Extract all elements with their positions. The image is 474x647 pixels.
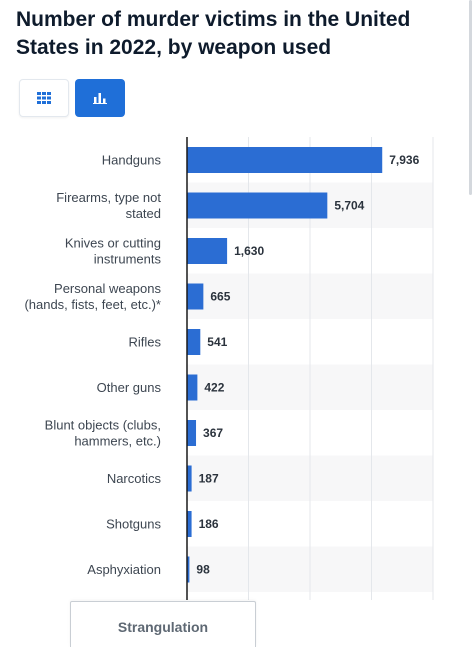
category-label: Firearms, type not stated	[56, 190, 161, 221]
value-label: 367	[203, 426, 223, 440]
table-view-button[interactable]	[19, 79, 69, 117]
category-label: Asphyxiation	[87, 562, 161, 577]
value-label: 5,704	[334, 199, 364, 213]
value-label: 186	[199, 517, 219, 531]
category-label: Rifles	[128, 335, 161, 350]
grid-icon	[37, 92, 51, 104]
value-label: 98	[196, 563, 210, 577]
bar	[187, 556, 190, 583]
strangulation-tab[interactable]: Strangulation	[70, 601, 256, 647]
value-label: 7,936	[389, 153, 419, 167]
category-label: Handguns	[102, 153, 162, 168]
bar	[187, 511, 192, 537]
value-label: 665	[210, 290, 230, 304]
value-label: 1,630	[234, 244, 264, 258]
chart-title: Number of murder victims in the United S…	[16, 8, 411, 59]
bar	[187, 192, 328, 219]
bar-chart-icon	[93, 93, 107, 104]
bar	[187, 329, 201, 355]
category-label: Other guns	[97, 380, 162, 395]
bar	[187, 374, 198, 401]
bar	[187, 238, 228, 264]
bar	[187, 147, 383, 173]
scrollbar[interactable]	[469, 0, 472, 195]
category-label: Shotguns	[106, 517, 161, 532]
category-label: Personal weapons (hands, fists, feet, etc…	[24, 281, 161, 312]
bar	[187, 465, 192, 492]
category-label: Knives or cutting instruments	[65, 236, 162, 267]
value-label: 187	[199, 472, 219, 486]
bar	[187, 283, 204, 310]
strangulation-tab-label: Strangulation	[117, 619, 209, 635]
value-label: 422	[204, 381, 224, 395]
bar	[187, 420, 197, 446]
category-label: Blunt objects (clubs, hammers, etc.)	[45, 418, 161, 449]
category-label: Narcotics	[107, 471, 162, 486]
value-label: 541	[207, 335, 227, 349]
bar-view-button[interactable]	[75, 79, 125, 117]
